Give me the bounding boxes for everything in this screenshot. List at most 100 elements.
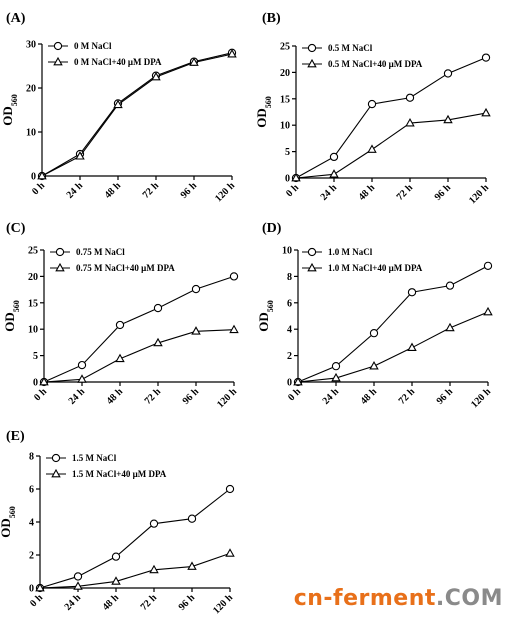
legend-label: 0.75 M NaCl+40 μM DPA xyxy=(76,263,175,273)
legend-marker-triangle xyxy=(307,262,317,272)
y-tick-label: 30 xyxy=(26,40,36,51)
y-tick-label: 25 xyxy=(280,42,290,53)
x-tick-label: 48 h xyxy=(359,386,380,407)
x-tick-label: 48 h xyxy=(101,592,122,613)
y-tick-label: 15 xyxy=(28,298,38,309)
data-point-triangle xyxy=(113,99,123,109)
y-tick-label: 0 xyxy=(33,378,38,389)
data-point-triangle xyxy=(77,374,87,383)
y-axis-label-main: OD xyxy=(256,312,271,332)
data-point-circle xyxy=(445,281,455,290)
data-point-triangle xyxy=(227,48,237,58)
y-tick-label: 20 xyxy=(280,68,290,79)
legend-marker-triangle xyxy=(53,56,63,66)
y-axis-label-main: OD xyxy=(0,518,13,538)
y-tick-label: 5 xyxy=(33,351,38,362)
data-point-triangle xyxy=(73,581,83,590)
data-point-triangle xyxy=(225,548,235,557)
data-point-circle xyxy=(367,99,377,109)
watermark-main: cn-ferment xyxy=(293,586,436,611)
legend-marker-triangle xyxy=(55,262,65,272)
data-point-triangle xyxy=(151,71,161,81)
legend-marker-circle xyxy=(55,247,65,257)
series-line xyxy=(295,57,487,179)
x-tick-label: 96 h xyxy=(435,386,456,407)
y-tick-label: 20 xyxy=(26,84,36,95)
legend-label: 0.75 M NaCl xyxy=(76,247,125,257)
data-point-circle xyxy=(73,572,83,581)
series-line xyxy=(297,265,489,383)
y-tick-label: 4 xyxy=(287,325,292,336)
data-point-circle xyxy=(225,484,235,494)
y-tick-label: 5 xyxy=(285,147,290,158)
data-point-triangle xyxy=(189,57,199,66)
y-axis-label-sub: 560 xyxy=(12,300,21,312)
y-axis-label-main: OD xyxy=(254,108,269,128)
data-point-triangle xyxy=(149,564,159,574)
legend-marker-circle xyxy=(51,453,61,463)
data-point-triangle xyxy=(481,107,491,117)
x-tick-label: 0 h xyxy=(32,386,49,403)
data-point-circle xyxy=(483,261,493,270)
y-axis-label-sub: 560 xyxy=(264,96,273,108)
data-point-triangle xyxy=(153,337,163,347)
data-point-circle xyxy=(191,284,201,294)
y-tick-label: 0 xyxy=(29,584,34,595)
panel-d: (D) 0 2 4 6 8 10 0 h 24 h 48 h 72 h 96 h 120 h OD560 1… xyxy=(256,221,493,410)
legend-label: 1.0 M NaCl xyxy=(328,247,373,257)
series-line xyxy=(295,112,487,179)
series-line xyxy=(297,311,489,383)
y-axis-label-sub: 560 xyxy=(8,506,17,518)
y-axis-label: OD560 xyxy=(256,300,275,332)
data-point-triangle xyxy=(191,326,201,335)
series-line xyxy=(43,329,235,383)
data-point-triangle xyxy=(35,582,45,592)
data-point-triangle xyxy=(329,169,339,178)
legend-label: 1.5 M NaCl xyxy=(72,453,117,463)
x-tick-label: 120 h xyxy=(215,386,239,410)
data-point-triangle xyxy=(331,372,341,382)
data-point-triangle xyxy=(37,170,47,180)
y-tick-label: 10 xyxy=(28,325,38,336)
x-tick-label: 120 h xyxy=(469,386,493,410)
legend-marker-triangle xyxy=(307,58,317,68)
data-point-triangle xyxy=(407,342,417,352)
panel-e: (E) 0 2 4 6 8 0 h 24 h 48 h 72 h 96 h 120 h OD560 1.5… xyxy=(0,429,235,616)
y-tick-label: 0 xyxy=(287,378,292,389)
y-axis-label-main: OD xyxy=(0,106,15,126)
y-tick-label: 6 xyxy=(287,298,292,309)
legend-label: 0.5 M NaCl+40 μM DPA xyxy=(328,59,423,69)
legend-label: 1.5 M NaCl+40 μM DPA xyxy=(72,469,167,479)
y-tick-label: 20 xyxy=(28,272,38,283)
x-tick-label: 24 h xyxy=(63,592,84,613)
data-point-triangle xyxy=(367,144,377,153)
y-tick-label: 8 xyxy=(287,272,292,283)
panel-c: (C) 0 5 10 15 20 25 0 h 24 h 48 h 72 h 96 h 120 h OD5… xyxy=(2,221,239,410)
data-point-triangle xyxy=(445,322,455,332)
series-line xyxy=(39,552,231,589)
x-tick-label: 24 h xyxy=(319,182,340,203)
data-point-circle xyxy=(115,320,125,330)
y-tick-label: 10 xyxy=(280,121,290,132)
y-tick-label: 8 xyxy=(29,452,34,463)
series-line xyxy=(41,52,233,177)
data-point-circle xyxy=(481,53,491,62)
data-point-triangle xyxy=(291,172,301,182)
x-tick-label: 96 h xyxy=(179,180,200,201)
y-axis-label-sub: 560 xyxy=(266,300,275,312)
panel-b: (B) 0 5 10 15 20 25 0 h 24 h 48 h 72 h 96 h 120 h OD5… xyxy=(254,11,491,206)
data-point-triangle xyxy=(483,306,493,316)
x-tick-label: 72 h xyxy=(395,182,416,203)
panel-label: (A) xyxy=(6,11,26,26)
x-tick-label: 24 h xyxy=(65,180,86,201)
x-tick-label: 24 h xyxy=(67,386,88,407)
y-tick-label: 0 xyxy=(285,174,290,185)
data-point-triangle xyxy=(75,151,85,160)
x-tick-label: 120 h xyxy=(211,592,235,616)
data-point-triangle xyxy=(39,376,49,386)
x-tick-label: 72 h xyxy=(397,386,418,407)
y-tick-label: 2 xyxy=(29,551,34,562)
x-tick-label: 0 h xyxy=(30,180,47,197)
data-point-circle xyxy=(111,552,121,561)
data-point-circle xyxy=(149,519,159,528)
